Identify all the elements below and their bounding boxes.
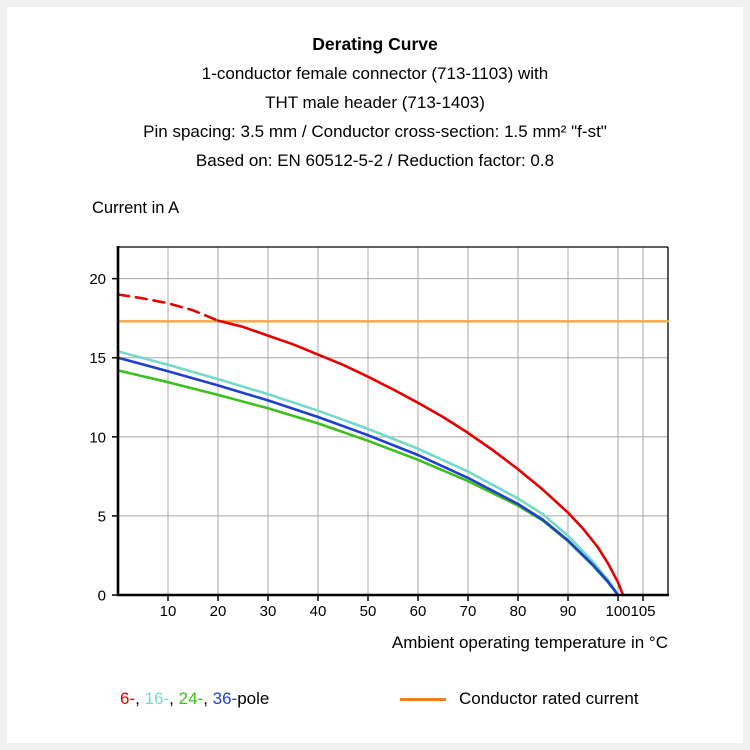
rated-current-label: Conductor rated current — [459, 689, 639, 708]
legend-36-pole: 36- — [212, 689, 238, 708]
legend-pole-group: 6-, 16-, 24-, 36-pole — [120, 689, 269, 709]
svg-text:100: 100 — [605, 603, 630, 620]
svg-text:70: 70 — [460, 603, 477, 620]
legend-6-pole: 6- — [120, 689, 136, 708]
svg-text:0: 0 — [98, 588, 106, 605]
chart-subtitle-line-2: THT male header (713-1403) — [265, 93, 485, 112]
svg-text:10: 10 — [160, 603, 177, 620]
svg-text:90: 90 — [560, 603, 577, 620]
svg-text:5: 5 — [98, 508, 106, 525]
legend-rated-current: Conductor rated current — [400, 689, 639, 709]
derating-chart: 10 20 30 40 50 60 70 80 90 100 105 0 5 10 15 20 — [89, 246, 670, 620]
svg-text:80: 80 — [510, 603, 527, 620]
svg-text:60: 60 — [410, 603, 427, 620]
svg-text:20: 20 — [210, 603, 227, 620]
rated-current-line-swatch — [400, 697, 446, 701]
svg-text:20: 20 — [89, 271, 106, 288]
legend-16-pole: 16- — [144, 689, 170, 708]
chart-subtitle-line-3: Pin spacing: 3.5 mm / Conductor cross-se… — [143, 122, 607, 141]
chart-subtitle-line-1: 1-conductor female connector (713-1103) … — [201, 64, 549, 83]
x-axis-title: Ambient operating temperature in °C — [391, 633, 668, 652]
svg-text:30: 30 — [260, 603, 277, 620]
legend-separator: , — [135, 689, 145, 708]
svg-text:10: 10 — [89, 429, 106, 446]
legend-pole-suffix: pole — [237, 689, 270, 708]
chart-title: Derating Curve — [312, 34, 438, 54]
svg-text:105: 105 — [630, 603, 655, 620]
legend-separator: , — [203, 689, 213, 708]
svg-text:50: 50 — [360, 603, 377, 620]
chart-header: Derating Curve 1-conductor female connec… — [0, 30, 750, 175]
legend-24-pole: 24- — [178, 689, 204, 708]
y-axis-title: Current in A — [92, 199, 180, 217]
chart-area: 10 20 30 40 50 60 70 80 90 100 105 0 5 10 15 20 — [60, 235, 700, 625]
legend-separator: , — [169, 689, 179, 708]
svg-text:40: 40 — [310, 603, 327, 620]
svg-text:15: 15 — [89, 350, 106, 367]
chart-subtitle-line-4: Based on: EN 60512-5-2 / Reduction facto… — [195, 151, 555, 170]
